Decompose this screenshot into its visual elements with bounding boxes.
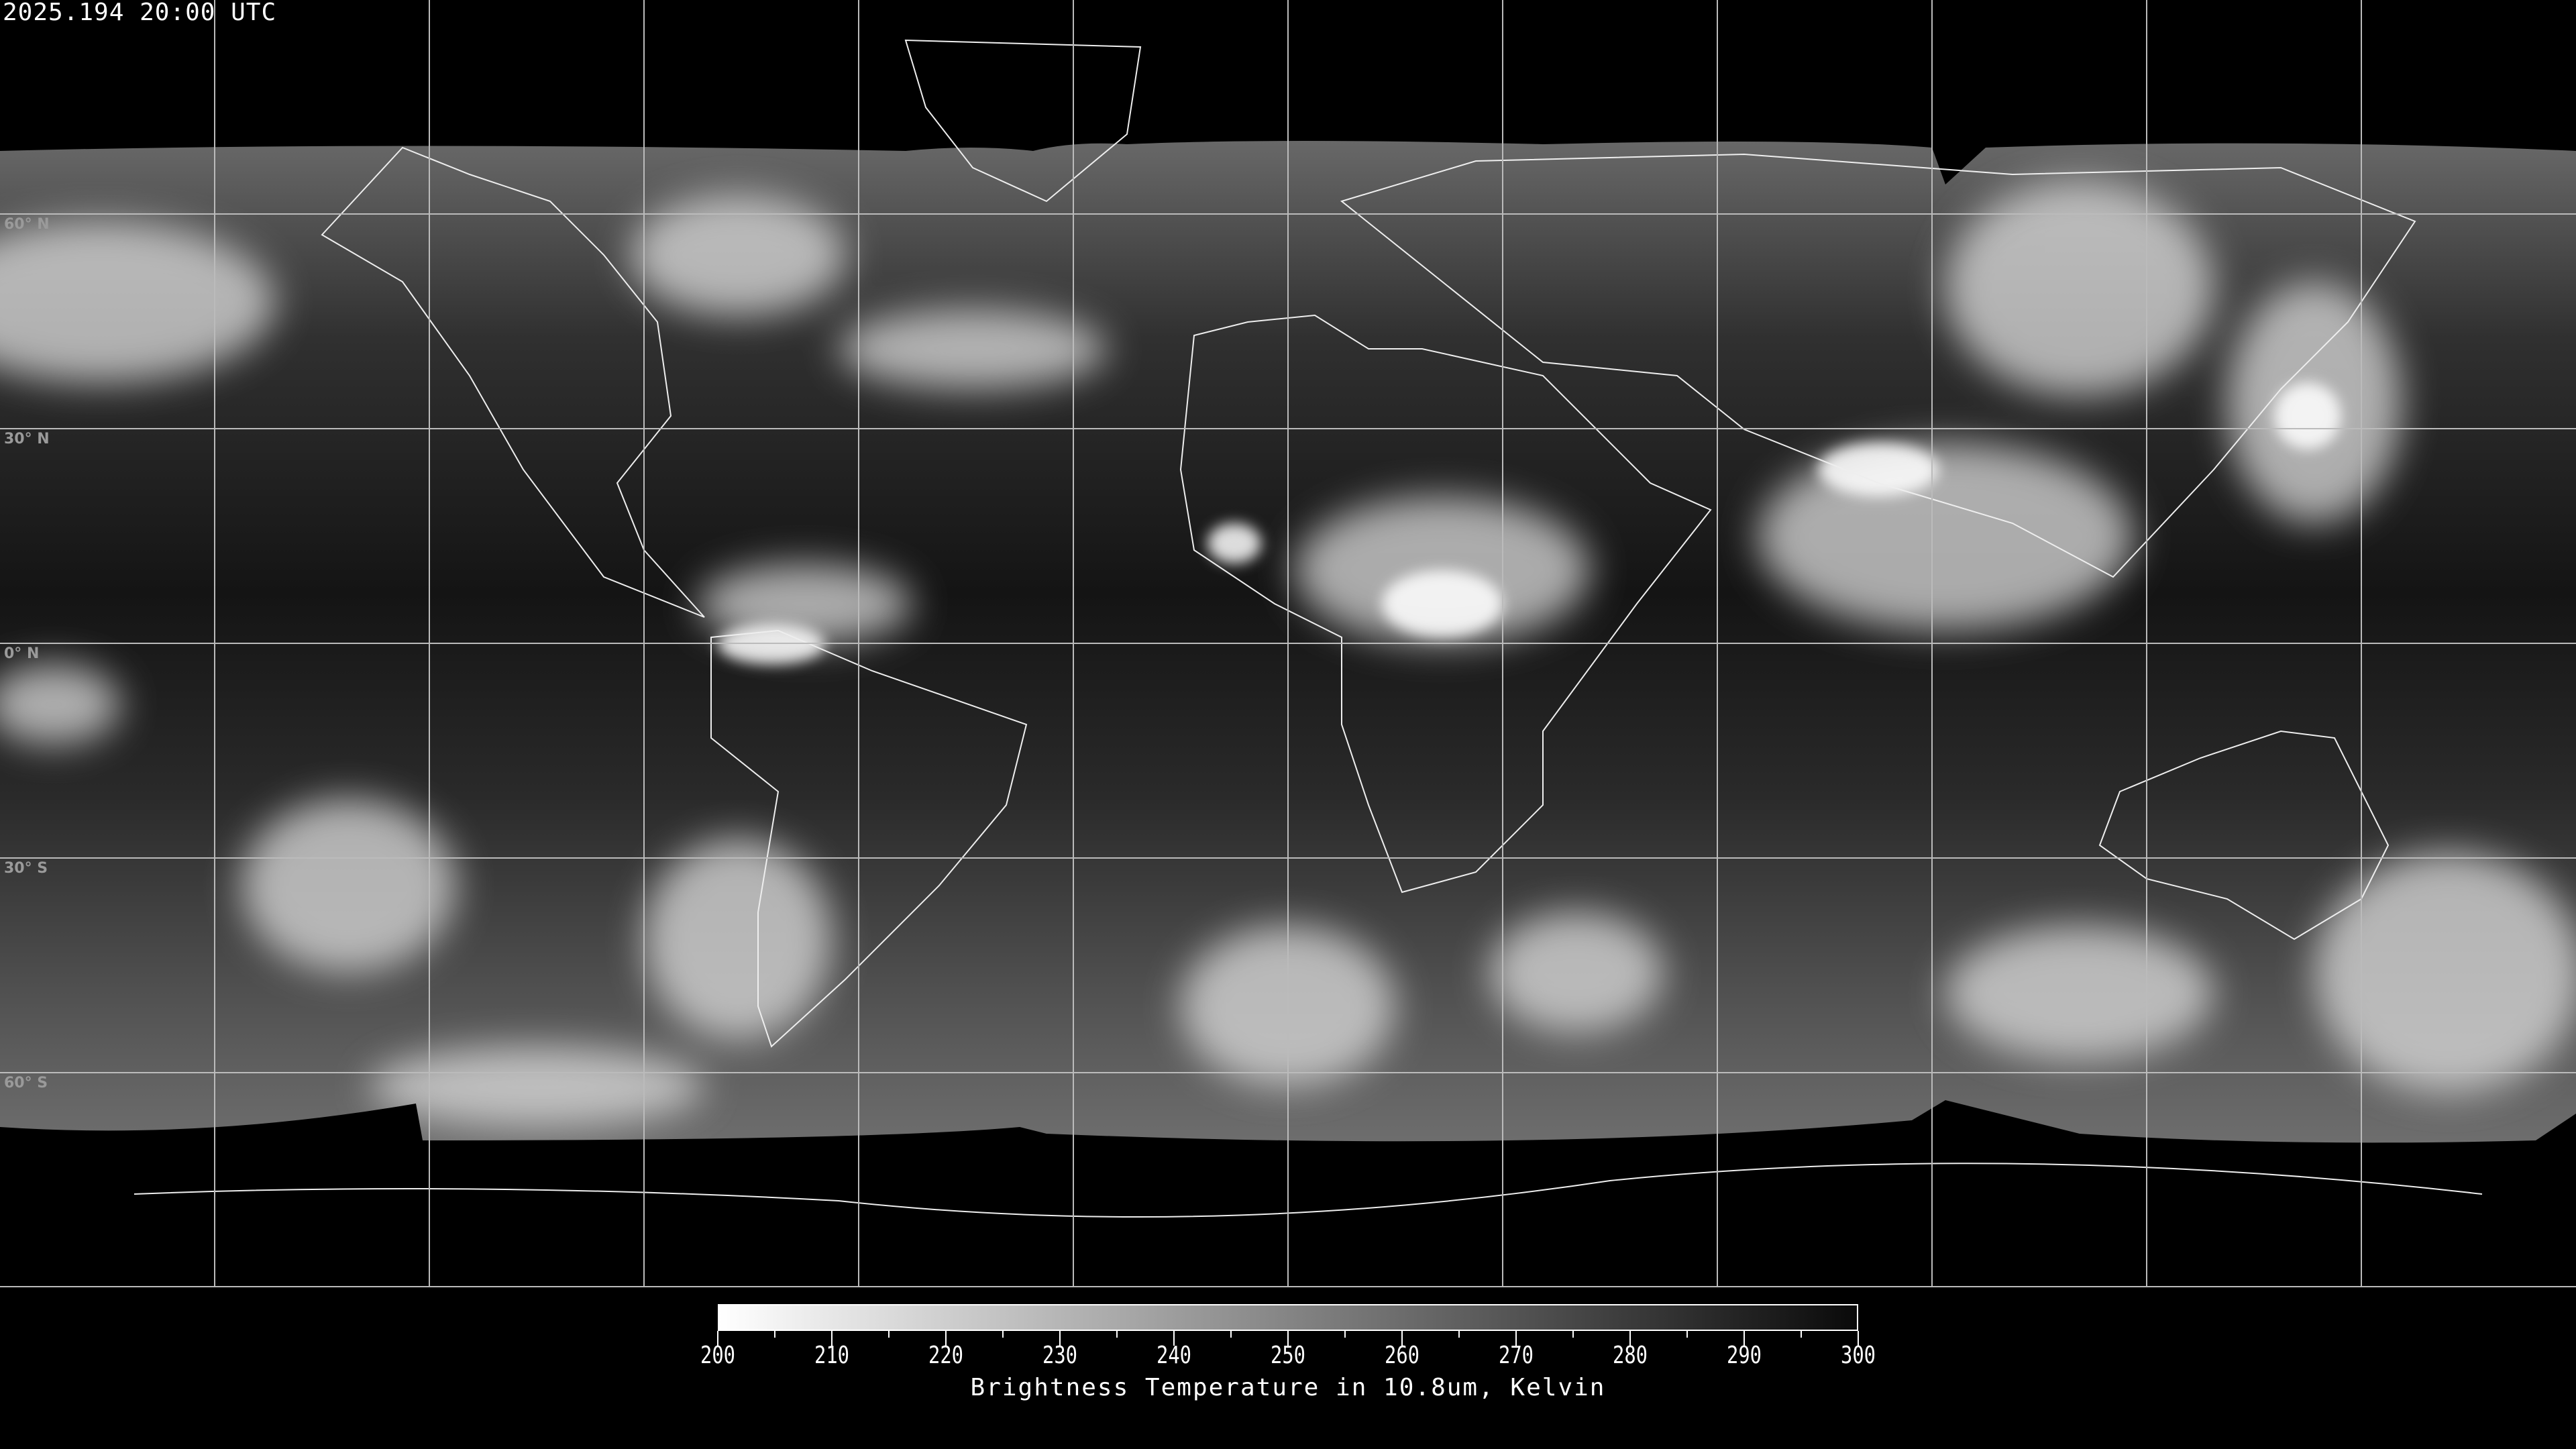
colorbar-tick [1515,1331,1517,1346]
timestamp-title: 2025.194 20:00 UTC [3,0,277,26]
colorbar-tick-label: 270 [1498,1342,1534,1369]
colorbar-tick [1230,1331,1232,1338]
colorbar-tick [1743,1331,1745,1346]
colorbar-tick [1287,1331,1289,1346]
colorbar-tick-label: 200 [700,1342,736,1369]
graticule [0,0,2576,1287]
lat-label-60s: 60° S [4,1075,48,1091]
colorbar-tick [1858,1331,1859,1346]
colorbar-tick [1401,1331,1403,1346]
colorbar-tick [1344,1331,1346,1338]
colorbar-tick-label: 280 [1612,1342,1648,1369]
satellite-map [0,0,2576,1287]
colorbar-tick [1173,1331,1175,1346]
colorbar-tick [1458,1331,1460,1338]
colorbar-tick [831,1331,833,1346]
colorbar-tick [717,1331,718,1346]
colorbar-tick [1801,1331,1802,1338]
lat-label-30s: 30° S [4,860,48,877]
colorbar-tick-label: 220 [928,1342,964,1369]
colorbar-tick [1116,1331,1118,1338]
colorbar-tick-label: 250 [1270,1342,1306,1369]
colorbar-tick-label: 230 [1042,1342,1078,1369]
colorbar-tick [1002,1331,1004,1338]
colorbar [718,1304,1858,1331]
colorbar-tick [1629,1331,1631,1346]
colorbar-tick [1686,1331,1688,1338]
lat-label-60n: 60° N [4,216,50,233]
coastlines [133,39,2483,1218]
colorbar-label: Brightness Temperature in 10.8um, Kelvin [970,1374,1606,1401]
colorbar-tick [888,1331,890,1338]
lat-label-0n: 0° N [4,645,40,662]
colorbar-tick [1572,1331,1574,1338]
colorbar-tick-label: 260 [1384,1342,1420,1369]
colorbar-tick-label: 290 [1726,1342,1762,1369]
colorbar-tick-label: 210 [814,1342,850,1369]
lat-label-30n: 30° N [4,431,50,447]
colorbar-tick-label: 240 [1156,1342,1192,1369]
colorbar-tick [1059,1331,1061,1346]
colorbar-tick [945,1331,947,1346]
colorbar-tick-label: 300 [1840,1342,1876,1369]
colorbar-tick [774,1331,775,1338]
